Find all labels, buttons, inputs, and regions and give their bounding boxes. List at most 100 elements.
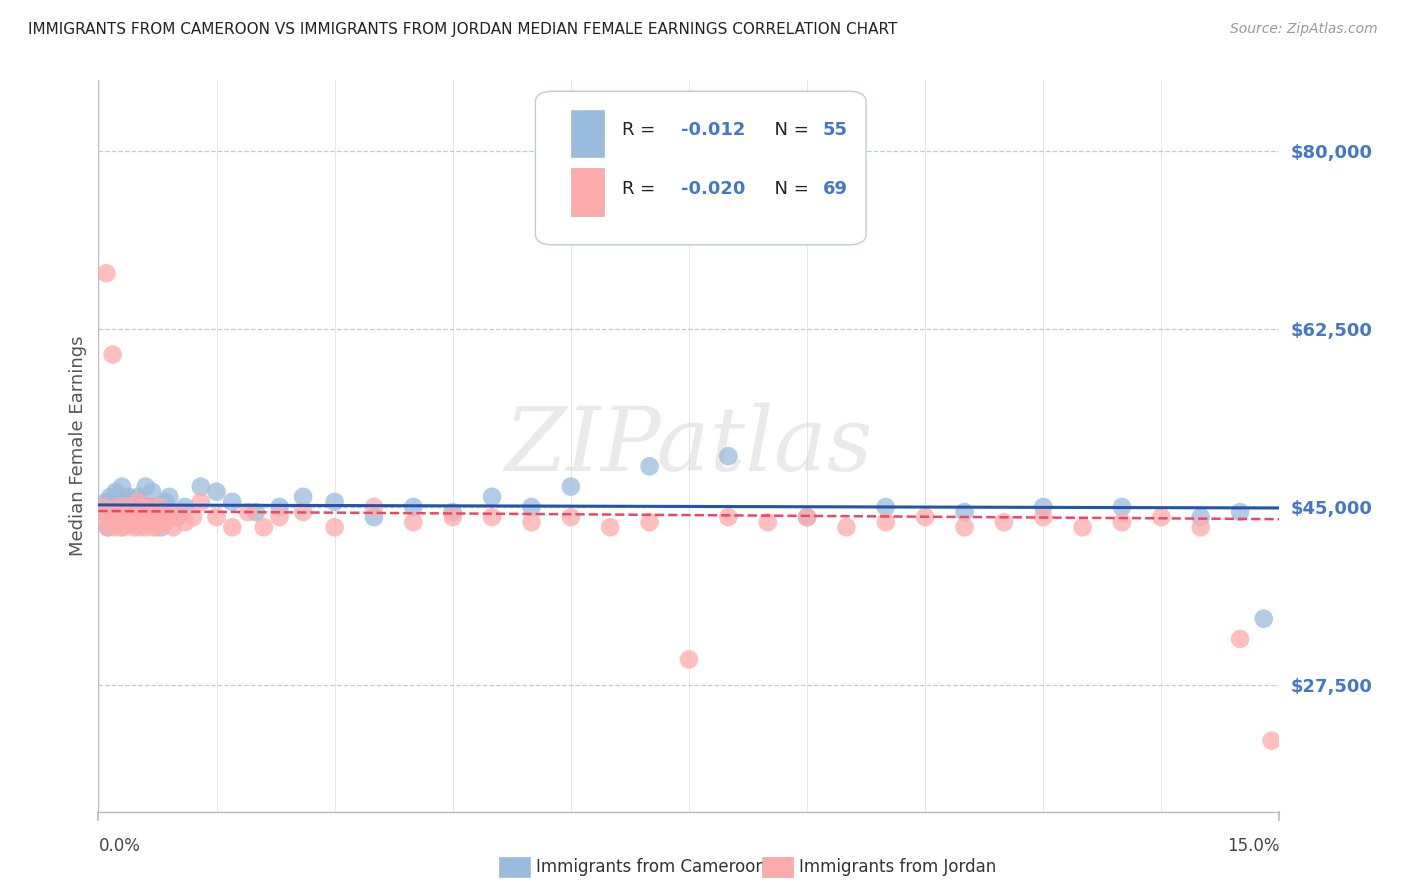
Text: 69: 69: [823, 179, 848, 197]
Point: [121, 505, 143, 519]
Point: [115, 500, 138, 514]
Point: [560, 480, 582, 494]
Point: [1189, 510, 1212, 524]
Point: [142, 520, 165, 534]
Point: [97, 520, 120, 534]
Point: [155, 515, 177, 529]
Point: [1229, 505, 1251, 519]
Text: 0.0%: 0.0%: [98, 837, 141, 855]
Point: [136, 500, 159, 514]
Point: [441, 510, 464, 524]
Point: [245, 505, 267, 519]
Point: [292, 505, 315, 519]
Text: N =: N =: [763, 179, 815, 197]
Point: [953, 520, 976, 534]
Point: [127, 490, 149, 504]
Point: [190, 480, 212, 494]
Point: [993, 515, 1015, 529]
Point: [363, 500, 385, 514]
Point: [1071, 520, 1094, 534]
Point: [115, 510, 138, 524]
Point: [91, 510, 114, 524]
Point: [132, 515, 155, 529]
Point: [131, 510, 153, 524]
Point: [481, 490, 503, 504]
Point: [402, 515, 425, 529]
Point: [481, 510, 503, 524]
Point: [93, 500, 115, 514]
Point: [269, 510, 291, 524]
Point: [717, 449, 740, 463]
Point: [756, 515, 779, 529]
Point: [1189, 520, 1212, 534]
Point: [363, 510, 385, 524]
Point: [875, 515, 897, 529]
Point: [441, 505, 464, 519]
FancyBboxPatch shape: [536, 91, 866, 244]
Text: Immigrants from Jordan: Immigrants from Jordan: [799, 858, 995, 876]
Point: [96, 495, 118, 509]
Point: [96, 266, 118, 280]
Point: [121, 515, 143, 529]
Point: [128, 505, 150, 519]
FancyBboxPatch shape: [571, 110, 605, 157]
Point: [520, 500, 543, 514]
Point: [155, 495, 177, 509]
Point: [1111, 515, 1133, 529]
Point: [174, 500, 197, 514]
Point: [97, 520, 120, 534]
Point: [138, 515, 160, 529]
Point: [1032, 500, 1054, 514]
Point: [717, 510, 740, 524]
Point: [104, 484, 127, 499]
Point: [253, 520, 276, 534]
Point: [138, 510, 160, 524]
Point: [174, 515, 197, 529]
Point: [150, 510, 173, 524]
Point: [122, 510, 145, 524]
Point: [136, 510, 159, 524]
Point: [135, 480, 157, 494]
Point: [98, 505, 121, 519]
Text: 15.0%: 15.0%: [1227, 837, 1279, 855]
Point: [269, 500, 291, 514]
Point: [118, 495, 141, 509]
Point: [205, 484, 228, 499]
Text: -0.012: -0.012: [681, 121, 745, 139]
Point: [111, 480, 134, 494]
Point: [796, 510, 818, 524]
Text: Immigrants from Cameroon: Immigrants from Cameroon: [536, 858, 765, 876]
Point: [292, 490, 315, 504]
Point: [181, 510, 204, 524]
Point: [141, 484, 163, 499]
Point: [111, 505, 134, 519]
Point: [236, 505, 259, 519]
Point: [1253, 612, 1275, 626]
Point: [835, 520, 858, 534]
Point: [221, 495, 243, 509]
Point: [93, 505, 115, 519]
Point: [796, 510, 818, 524]
Point: [166, 510, 188, 524]
Text: Source: ZipAtlas.com: Source: ZipAtlas.com: [1230, 22, 1378, 37]
Point: [110, 515, 132, 529]
Point: [638, 459, 661, 474]
Text: N =: N =: [763, 121, 815, 139]
Point: [638, 515, 661, 529]
Point: [953, 505, 976, 519]
Point: [135, 520, 157, 534]
Point: [1229, 632, 1251, 646]
Y-axis label: Median Female Earnings: Median Female Earnings: [69, 335, 87, 557]
Point: [875, 500, 897, 514]
Point: [150, 520, 173, 534]
Text: R =: R =: [621, 179, 661, 197]
Point: [323, 495, 346, 509]
Text: ZIPatlas: ZIPatlas: [505, 402, 873, 490]
Point: [190, 495, 212, 509]
Point: [520, 515, 543, 529]
Point: [118, 515, 141, 529]
Point: [122, 520, 145, 534]
Point: [157, 510, 180, 524]
Point: [104, 505, 127, 519]
Point: [599, 520, 621, 534]
